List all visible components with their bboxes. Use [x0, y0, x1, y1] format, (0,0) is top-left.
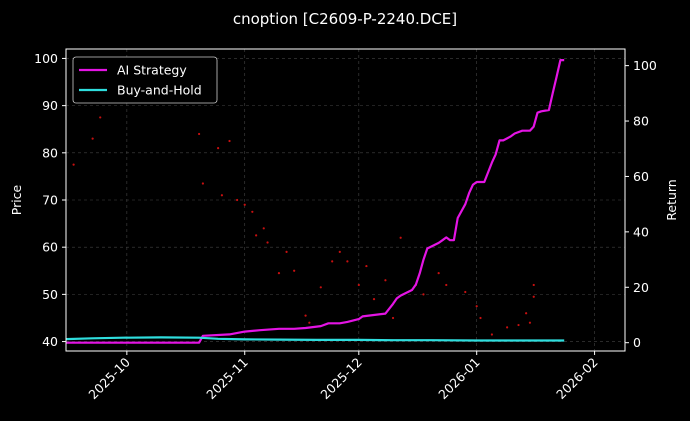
y-tick-label: 90 [42, 98, 58, 113]
price-point [243, 203, 246, 206]
price-point [532, 295, 535, 298]
y2-tick-label: 0 [633, 335, 641, 350]
price-point [255, 234, 258, 237]
legend-label: Buy-and-Hold [117, 83, 202, 98]
y-axis-label: Price [9, 184, 24, 215]
price-point [445, 283, 448, 287]
price-point [99, 116, 102, 119]
price-point [391, 316, 395, 320]
y-tick-label: 60 [42, 240, 58, 255]
buy-and-hold-line [65, 336, 565, 342]
price-point [308, 321, 311, 324]
y2-axis-label: Return [664, 179, 679, 220]
y-tick-label: 100 [34, 51, 58, 66]
price-point [479, 316, 482, 320]
y-tick-label: 40 [42, 334, 58, 349]
y-tick-label: 80 [42, 145, 58, 160]
price-point [319, 286, 322, 289]
price-point [346, 260, 349, 263]
price-point [384, 279, 387, 282]
price-point [517, 323, 520, 327]
legend: AI Strategy Buy-and-Hold [72, 56, 218, 104]
price-point [251, 210, 254, 213]
price-point [277, 272, 281, 275]
price-point [72, 163, 75, 166]
price-point [372, 297, 376, 301]
price-point [399, 236, 402, 239]
price-point [285, 250, 288, 254]
price-point [437, 272, 440, 275]
legend-box [72, 56, 218, 104]
price-point [490, 333, 494, 336]
price-point [91, 137, 94, 140]
y2-tick-label: 80 [633, 114, 649, 129]
price-point [475, 305, 478, 308]
price-point [197, 132, 201, 136]
y-tick-label: 50 [42, 287, 58, 302]
y2-tick-label: 40 [633, 224, 649, 239]
price-point [525, 312, 528, 315]
price-point [338, 250, 341, 254]
price-point [236, 198, 239, 202]
y2-tick-label: 100 [633, 58, 657, 73]
price-point [528, 321, 532, 324]
y2-tick-label: 20 [633, 280, 649, 295]
y2-tick-label: 60 [633, 169, 649, 184]
price-point [262, 227, 265, 230]
price-point [217, 146, 220, 150]
price-point [532, 283, 535, 287]
price-point [228, 139, 231, 143]
price-point [365, 264, 368, 268]
legend-label: AI Strategy [117, 63, 187, 78]
price-point [304, 314, 307, 317]
price-point [266, 241, 269, 244]
price-point [506, 326, 509, 329]
price-point [464, 290, 467, 294]
price-point [331, 260, 334, 263]
price-point [422, 293, 425, 296]
y-tick-label: 70 [42, 193, 58, 208]
price-point [220, 194, 224, 197]
price-point [201, 182, 204, 185]
price-point [357, 283, 360, 287]
ai-strategy-line [66, 58, 565, 344]
chart-title: cnoption [C2609-P-2240.DCE] [233, 10, 457, 28]
price-point [293, 269, 296, 272]
